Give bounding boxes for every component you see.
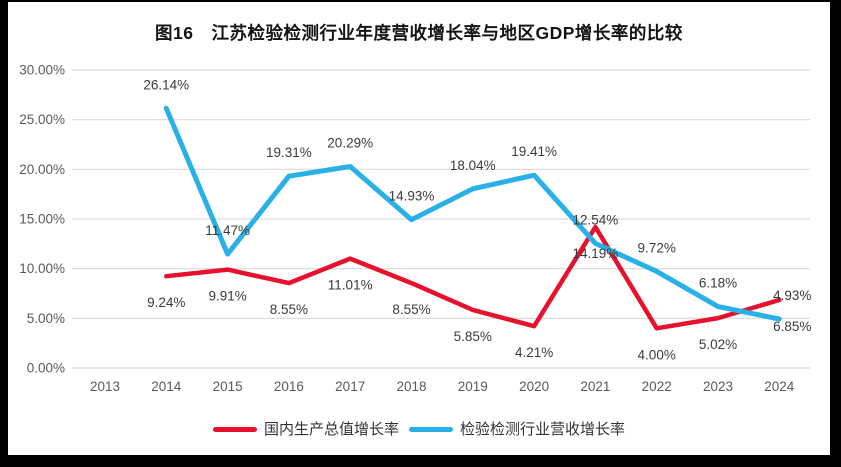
data-label-gdp-growth: 4.00% (638, 347, 676, 362)
y-tick-label: 15.00% (19, 212, 65, 227)
chart-legend: 国内生产总值增长率 检验检测行业营收增长率 (8, 417, 830, 441)
data-label-gdp-growth: 5.02% (699, 337, 737, 352)
y-tick-label: 0.00% (27, 361, 65, 376)
x-tick-label: 2014 (151, 379, 182, 394)
y-tick-label: 5.00% (27, 311, 65, 326)
x-tick-label: 2013 (90, 379, 120, 394)
legend-line-swatch-gdp-growth (212, 426, 257, 432)
legend-item-industry-revenue-growth: 检验检测行业营收增长率 (409, 422, 625, 437)
legend-label-gdp-growth: 国内生产总值增长率 (263, 420, 399, 438)
data-label-gdp-growth: 11.01% (328, 278, 373, 293)
chart-panel (8, 2, 830, 455)
data-label-gdp-growth: 9.91% (208, 289, 246, 304)
data-label-industry-revenue-growth: 26.14% (143, 77, 189, 92)
x-tick-label: 2021 (580, 379, 610, 394)
x-tick-label: 2018 (396, 379, 426, 394)
data-label-gdp-growth: 4.21% (515, 345, 553, 360)
legend-line-swatch-industry-revenue-growth (409, 426, 453, 432)
data-label-gdp-growth: 14.19% (573, 246, 619, 261)
x-tick-label: 2022 (642, 379, 672, 394)
data-label-industry-revenue-growth: 14.93% (389, 189, 435, 204)
x-tick-label: 2017 (335, 379, 365, 394)
data-label-industry-revenue-growth: 4.93% (773, 288, 811, 303)
data-label-industry-revenue-growth: 20.29% (327, 136, 373, 151)
series-line-industry-revenue-growth (163, 105, 782, 322)
y-tick-label: 20.00% (19, 162, 65, 177)
data-label-industry-revenue-growth: 18.04% (450, 158, 496, 173)
data-label-industry-revenue-growth: 19.31% (266, 145, 312, 160)
x-tick-label: 2023 (703, 379, 733, 394)
x-tick-label: 2015 (213, 379, 243, 394)
chart-title: 图16 江苏检验检测行业年度营收增长率与地区GDP增长率的比较 (155, 23, 683, 43)
data-label-gdp-growth: 8.55% (270, 302, 308, 317)
legend-item-gdp-growth: 国内生产总值增长率 (212, 420, 399, 438)
x-tick-label: 2019 (458, 379, 488, 394)
data-label-gdp-growth: 6.85% (773, 319, 811, 334)
series-line-gdp-growth (164, 224, 782, 331)
y-tick-label: 10.00% (19, 261, 65, 276)
x-tick-label: 2016 (274, 379, 304, 394)
data-label-industry-revenue-growth: 19.41% (511, 144, 557, 159)
data-label-gdp-growth: 9.24% (147, 295, 185, 310)
data-label-industry-revenue-growth: 6.18% (699, 276, 737, 291)
data-label-industry-revenue-growth: 12.54% (573, 212, 619, 227)
data-label-industry-revenue-growth: 9.72% (638, 240, 676, 255)
y-tick-label: 25.00% (19, 112, 65, 127)
x-tick-label: 2024 (764, 379, 795, 394)
data-label-gdp-growth: 8.55% (392, 302, 430, 317)
legend-label-industry-revenue-growth: 检验检测行业营收增长率 (460, 420, 626, 438)
data-label-industry-revenue-growth: 11.47% (205, 223, 250, 238)
y-tick-label: 30.00% (19, 63, 65, 78)
x-tick-label: 2020 (519, 379, 549, 394)
data-label-gdp-growth: 5.85% (454, 329, 492, 344)
